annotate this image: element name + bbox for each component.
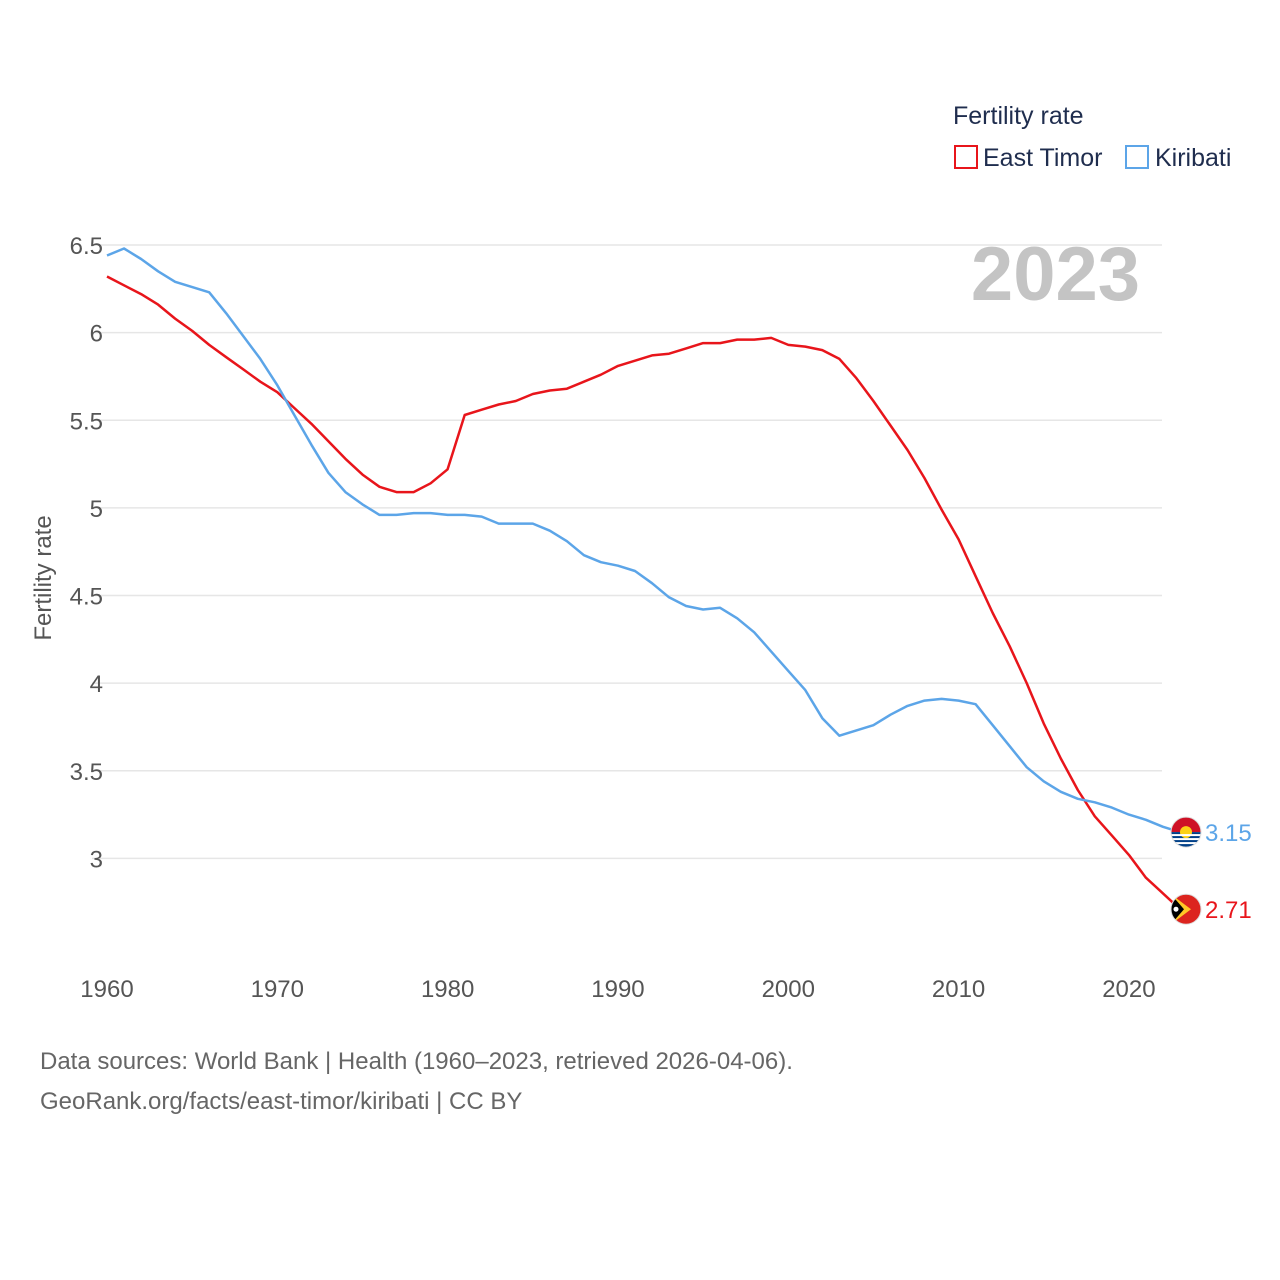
legend-label-east-timor: East Timor <box>983 144 1102 172</box>
legend-item-kiribati[interactable]: Kiribati <box>1125 144 1231 172</box>
y-tick-label: 3 <box>90 846 103 873</box>
legend: Fertility rate East Timor Kiribati <box>953 102 1231 172</box>
url-line[interactable]: GeoRank.org/facts/east-timor/kiribati | … <box>40 1088 523 1115</box>
legend-label-kiribati: Kiribati <box>1155 144 1231 172</box>
kiribati-flag-icon <box>1170 816 1202 848</box>
x-tick-label: 2000 <box>762 976 815 1003</box>
legend-title: Fertility rate <box>953 102 1084 130</box>
y-axis-ticks: 3 3.5 4 4.5 5 5.5 6 6.5 <box>70 233 103 873</box>
legend-item-east-timor[interactable]: East Timor <box>954 144 1102 172</box>
current-year-label: 2023 <box>971 232 1140 317</box>
end-value-label: 3.15 <box>1205 820 1252 847</box>
gridlines <box>92 244 1162 860</box>
y-tick-label: 4 <box>90 671 103 698</box>
x-tick-label: 1990 <box>591 976 644 1003</box>
source-note: Data sources: World Bank | Health (1960–… <box>40 1042 793 1122</box>
series-lines <box>106 247 1181 911</box>
y-tick-label: 5.5 <box>70 408 103 435</box>
x-axis-ticks: 1960 1970 1980 1990 2000 2010 2020 <box>80 976 1155 1003</box>
y-tick-label: 6 <box>90 321 103 348</box>
x-tick-label: 2010 <box>932 976 985 1003</box>
y-tick-label: 6.5 <box>70 233 103 260</box>
series-line-kiribati[interactable] <box>106 247 1181 834</box>
end-labels: 2.71 3.15 <box>1170 816 1252 925</box>
end-value-label: 2.71 <box>1205 897 1252 924</box>
y-tick-label: 3.5 <box>70 759 103 786</box>
y-tick-label: 4.5 <box>70 584 103 611</box>
fertility-rate-chart: 3 3.5 4 4.5 5 5.5 6 6.5 1960 1970 1980 1990 2000 201… <box>30 102 1252 1003</box>
x-tick-label: 1960 <box>80 976 133 1003</box>
y-tick-label: 5 <box>90 496 103 523</box>
x-tick-label: 2020 <box>1102 976 1155 1003</box>
east-timor-flag-icon <box>1170 893 1202 925</box>
y-axis-label: Fertility rate <box>30 515 57 640</box>
source-line: Data sources: World Bank | Health (1960–… <box>40 1048 793 1075</box>
legend-swatch-kiribati <box>1125 145 1149 169</box>
legend-swatch-east-timor <box>954 145 978 169</box>
x-tick-label: 1970 <box>251 976 304 1003</box>
x-tick-label: 1980 <box>421 976 474 1003</box>
